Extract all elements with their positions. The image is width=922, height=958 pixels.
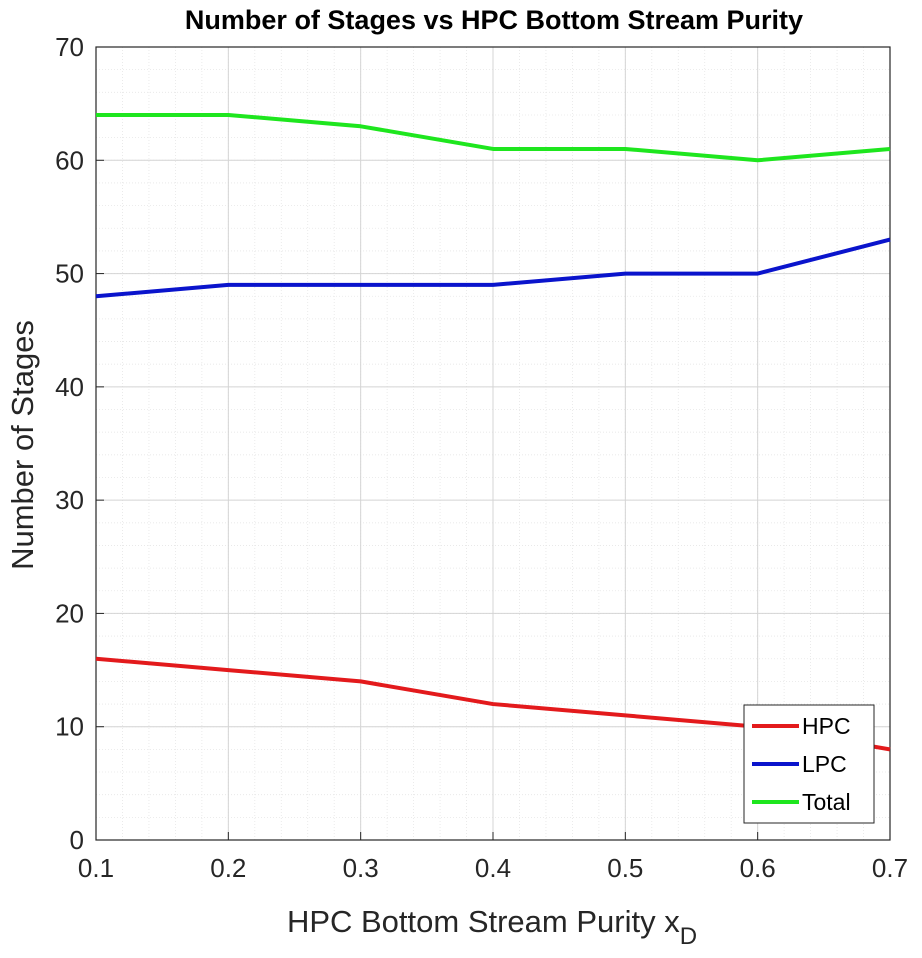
legend: HPC LPC Total (743, 704, 875, 824)
series-line-lpc (95, 237, 891, 299)
x-axis-label-main: HPC Bottom Stream Purity x (287, 904, 680, 939)
x-axis: 0.1 0.2 0.3 0.4 0.5 0.6 0.7 (78, 832, 908, 883)
series-line-total (96, 112, 891, 163)
x-tick-label: 0.6 (740, 853, 776, 883)
y-axis-label: Number of Stages (5, 320, 40, 570)
x-axis-label-subscript: D (680, 923, 697, 950)
x-tick-label: 0.2 (210, 853, 246, 883)
x-tick-label: 0.5 (607, 853, 643, 883)
y-axis: 0 10 20 30 40 50 60 70 (55, 32, 104, 855)
y-tick-label: 40 (55, 372, 84, 402)
y-tick-label: 50 (55, 259, 84, 289)
x-tick-label: 0.4 (475, 853, 511, 883)
chart-title: Number of Stages vs HPC Bottom Stream Pu… (185, 5, 803, 35)
y-tick-label: 0 (70, 825, 84, 855)
y-tick-label: 70 (55, 32, 84, 62)
x-tick-label: 0.3 (343, 853, 379, 883)
x-tick-label: 0.7 (872, 853, 908, 883)
legend-label: HPC (802, 713, 851, 739)
x-tick-label: 0.1 (78, 853, 114, 883)
y-tick-label: 10 (55, 712, 84, 742)
legend-label: LPC (802, 751, 847, 777)
y-tick-label: 20 (55, 598, 84, 628)
y-tick-label: 30 (55, 485, 84, 515)
x-axis-label: HPC Bottom Stream Purity xD (287, 904, 697, 950)
y-tick-label: 60 (55, 145, 84, 175)
legend-label: Total (802, 789, 851, 815)
